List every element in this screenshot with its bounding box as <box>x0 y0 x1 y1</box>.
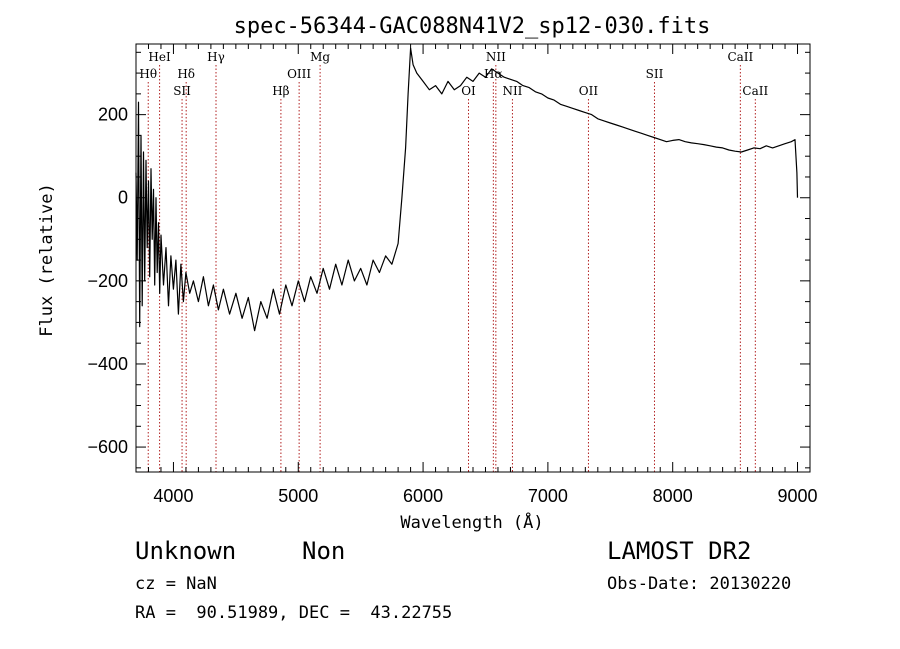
line-label-0: Hθ <box>139 67 157 81</box>
x-tick-label-8000: 8000 <box>653 486 693 506</box>
survey-name: LAMOST DR2 <box>607 537 752 565</box>
emission-line-markers: Hθ HeI Hδ SII Hγ Hβ OIII Mg OI NII Hα NII OII SII CaII… <box>139 50 768 472</box>
coordinates: RA = 90.51989, DEC = 43.22755 <box>135 603 453 623</box>
line-label-7: Mg <box>310 50 330 64</box>
y-tick-label-200: 200 <box>98 105 128 125</box>
object-class: Unknown <box>135 537 237 565</box>
line-label-6: OIII <box>287 67 311 81</box>
x-axis-label: Wavelength (Å) <box>400 511 543 533</box>
line-label-4: Hγ <box>207 50 225 64</box>
y-tick-label-0: 0 <box>118 188 128 208</box>
y-tick-label--400: −400 <box>87 354 128 374</box>
x-tick-label-4000: 4000 <box>153 486 193 506</box>
line-label-1: HeI <box>148 50 171 64</box>
axes: 4000 5000 6000 7000 8000 9000 −600 −400 −200 0 200 <box>87 43 818 506</box>
x-tick-label-6000: 6000 <box>403 486 443 506</box>
y-tick-label--600: −600 <box>87 437 128 457</box>
line-label-2: Hδ <box>177 67 195 81</box>
line-label-3: SII <box>173 84 191 98</box>
line-label-8: OI <box>461 84 476 98</box>
line-label-15: CaII <box>742 84 768 98</box>
line-label-10: Hα <box>484 67 503 81</box>
y-tick-label--200: −200 <box>87 271 128 291</box>
line-label-12: OII <box>579 84 599 98</box>
line-label-9: NII <box>486 50 506 64</box>
x-tick-label-7000: 7000 <box>528 486 568 506</box>
line-label-5: Hβ <box>272 84 289 98</box>
observation-date: Obs-Date: 20130220 <box>607 574 792 594</box>
y-axis-label: Flux (relative) <box>37 183 57 337</box>
object-subclass: Non <box>302 537 346 565</box>
spectrum-line-0 <box>135 47 799 332</box>
x-tick-label-5000: 5000 <box>278 486 318 506</box>
line-label-13: SII <box>646 67 664 81</box>
spectrum-series <box>135 47 799 332</box>
plot-frame <box>135 43 811 473</box>
line-label-14: CaII <box>727 50 753 64</box>
x-tick-label-9000: 9000 <box>777 486 817 506</box>
chart-title: spec-56344-GAC088N41V2_sp12-030.fits <box>234 14 711 39</box>
line-label-11: NII <box>502 84 522 98</box>
redshift-cz: cz = NaN <box>135 574 217 594</box>
